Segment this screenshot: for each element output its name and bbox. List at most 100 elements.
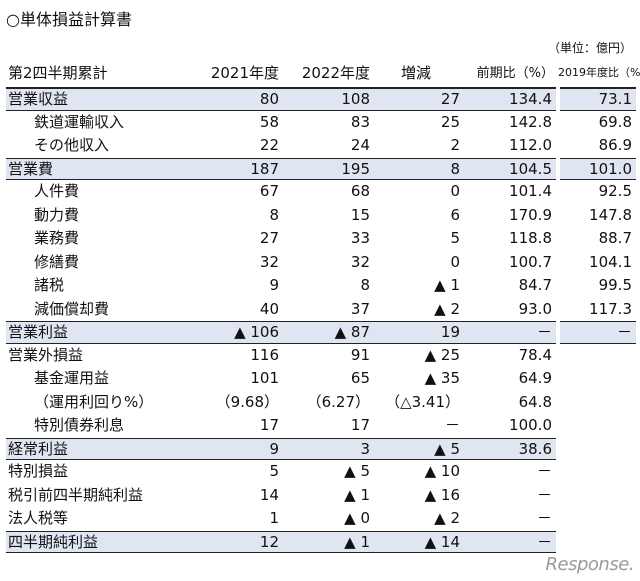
vs-2019-cell: 99.5 <box>598 276 632 294</box>
cell-yoy: 100.7 <box>509 252 552 271</box>
cell-yoy: 104.5 <box>509 159 552 178</box>
cell-2021: 5 <box>269 462 279 480</box>
cell-2021: 22 <box>259 136 279 154</box>
row-label: 営業外損益 <box>8 345 84 364</box>
row-label: 特別債券利息 <box>34 416 125 434</box>
vs-2019-cell: 147.8 <box>589 205 632 224</box>
cell-change: － <box>444 416 460 434</box>
vs-2019-cell: 86.9 <box>598 136 632 154</box>
cell-2022: ▲ 1 <box>344 485 370 504</box>
cell-2022: 15 <box>350 205 370 224</box>
cell-yoy: － <box>536 509 552 527</box>
cell-2022: 33 <box>350 229 370 247</box>
cell-yoy: 93.0 <box>518 299 552 318</box>
row-label: 税引前四半期純利益 <box>8 485 144 504</box>
table-row: 諸税 9 8 ▲ 1 84.7 <box>6 274 556 298</box>
cell-yoy: 118.8 <box>509 229 552 247</box>
cell-change: ▲ 5 <box>434 439 460 458</box>
row-label: 動力費 <box>34 205 80 224</box>
cell-2021: 27 <box>259 229 279 247</box>
vs-2019-cell: － <box>560 321 636 344</box>
table-row: 営業利益 ▲ 106 ▲ 87 19 － <box>6 321 556 344</box>
row-label: 特別損益 <box>8 462 69 480</box>
header-2021: 2021年度 <box>210 64 279 82</box>
cell-change: 2 <box>450 136 460 154</box>
cell-2021: 17 <box>259 416 279 434</box>
cell-yoy: 64.8 <box>518 392 552 411</box>
row-label: 営業収益 <box>8 90 69 108</box>
table-row: 法人税等 1 ▲ 0 ▲ 2 － <box>6 507 556 531</box>
cell-yoy: 170.9 <box>509 205 552 224</box>
vs-2019-cell: 73.1 <box>560 88 636 111</box>
cell-yoy: － <box>536 532 552 551</box>
row-label: （運用利回り%） <box>34 392 154 411</box>
row-label: 諸税 <box>34 276 65 294</box>
cell-2021: 101 <box>250 369 279 387</box>
cell-change: ▲ 10 <box>424 462 460 480</box>
response-watermark: Response. <box>545 554 635 575</box>
cell-2022: 108 <box>341 90 370 108</box>
table-row: 業務費 27 33 5 118.8 <box>6 227 556 251</box>
unit-label: （単位：億円） <box>547 41 632 55</box>
cell-2022: ▲ 5 <box>344 462 370 480</box>
table-row: 営業外損益 116 91 ▲ 25 78.4 <box>6 344 556 368</box>
cell-2021: 58 <box>259 112 279 131</box>
cell-change: 0 <box>450 252 460 271</box>
cell-change: ▲ 1 <box>434 276 460 294</box>
cell-2021: 14 <box>259 485 279 504</box>
table-row: 動力費 8 15 6 170.9 <box>6 204 556 228</box>
cell-2022: 83 <box>350 112 370 131</box>
cell-2022: 37 <box>350 299 370 318</box>
cell-2022: ▲ 87 <box>334 323 370 341</box>
table-row: 減価償却費 40 37 ▲ 2 93.0 <box>6 298 556 322</box>
cell-change: （△3.41） <box>385 392 460 411</box>
cell-yoy: 134.4 <box>509 90 552 108</box>
cell-change: ▲ 35 <box>424 369 460 387</box>
cell-2022: ▲ 0 <box>344 509 370 527</box>
row-label: その他収入 <box>34 136 110 154</box>
cell-2021: 187 <box>250 159 279 178</box>
row-label: 人件費 <box>34 182 80 200</box>
header-period: 第2四半期累計 <box>8 64 108 82</box>
row-label: 鉄道運輸収入 <box>34 112 125 131</box>
table-row: 特別債券利息 17 17 － 100.0 <box>6 414 556 438</box>
cell-2021: ▲ 106 <box>234 323 279 341</box>
vs-2019-column: 73.1 69.8 86.9 101.0 92.5 147.8 88.7 104… <box>560 87 636 344</box>
cell-yoy: 38.6 <box>518 439 552 458</box>
table-header: 第2四半期累計 2021年度 2022年度 増減 前期比（%） 2019年度比（… <box>0 62 640 86</box>
table-row: 税引前四半期純利益 14 ▲ 1 ▲ 16 － <box>6 484 556 508</box>
cell-2021: 1 <box>269 509 279 527</box>
vs-2019-cell: 117.3 <box>589 299 632 318</box>
cell-2022: 24 <box>350 136 370 154</box>
vs-2019-cell: 101.0 <box>560 157 636 180</box>
cell-2022: 195 <box>341 159 370 178</box>
cell-change: ▲ 16 <box>424 485 460 504</box>
cell-change: 25 <box>440 112 460 131</box>
table-row: 特別損益 5 ▲ 5 ▲ 10 － <box>6 460 556 484</box>
cell-yoy: 112.0 <box>509 136 552 154</box>
cell-change: 6 <box>450 205 460 224</box>
table-row: 基金運用益 101 65 ▲ 35 64.9 <box>6 367 556 391</box>
vs-2019-cell: 104.1 <box>589 252 632 271</box>
cell-yoy: 142.8 <box>509 112 552 131</box>
cell-change: ▲ 2 <box>434 299 460 318</box>
row-label: 基金運用益 <box>34 369 110 387</box>
page-title: ○単体損益計算書 <box>6 10 132 29</box>
cell-2022: 68 <box>350 182 370 200</box>
cell-change: ▲ 14 <box>424 532 460 551</box>
header-vs-2019: 2019年度比（%） <box>558 66 640 79</box>
cell-2022: 32 <box>350 252 370 271</box>
row-label: 減価償却費 <box>34 299 110 318</box>
cell-yoy: 64.9 <box>518 369 552 387</box>
cell-2021: 8 <box>269 205 279 224</box>
cell-2021: 32 <box>259 252 279 271</box>
row-label: 法人税等 <box>8 509 69 527</box>
cell-2022: 8 <box>360 276 370 294</box>
cell-yoy: 100.0 <box>509 416 552 434</box>
table-row: 営業費 187 195 8 104.5 <box>6 157 556 180</box>
table-row: その他収入 22 24 2 112.0 <box>6 134 556 158</box>
cell-change: 5 <box>450 229 460 247</box>
row-label: 四半期純利益 <box>8 532 99 551</box>
cell-change: 27 <box>440 90 460 108</box>
header-change: 増減 <box>400 64 431 82</box>
